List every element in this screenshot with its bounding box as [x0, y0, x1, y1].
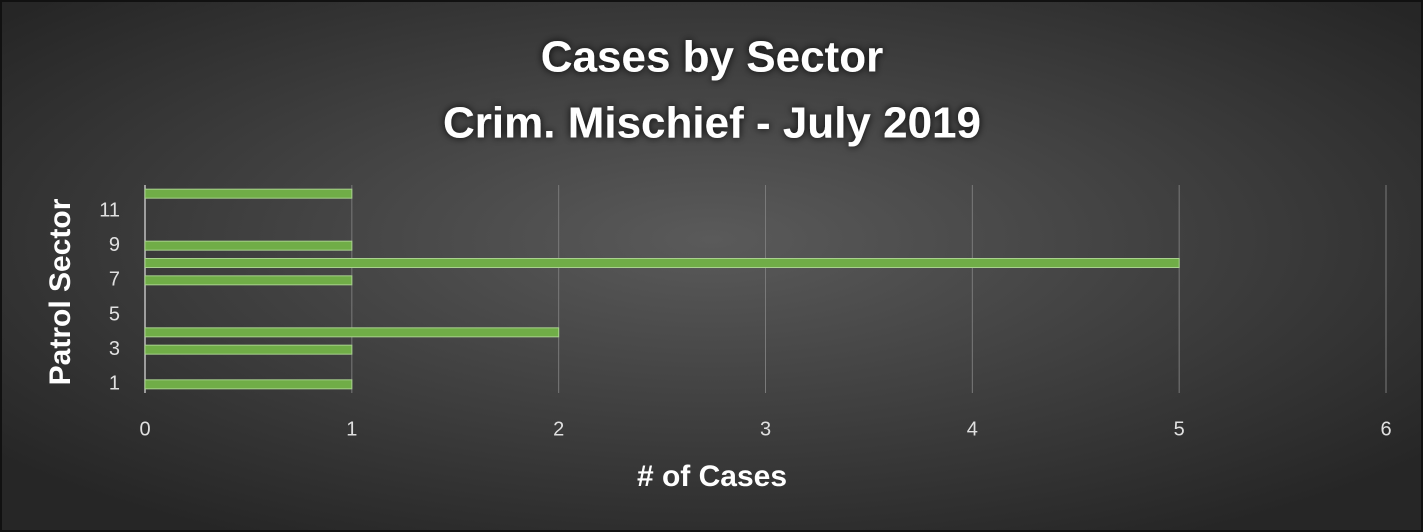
x-tick-label: 1 [346, 418, 357, 440]
x-tick-label: 3 [760, 418, 771, 440]
y-tick-label: 5 [109, 303, 120, 325]
bar [144, 258, 1180, 268]
y-tick-label: 7 [109, 269, 120, 291]
y-tick-label: 11 [99, 199, 120, 221]
y-tick-label: 9 [109, 234, 120, 256]
bar [144, 188, 353, 199]
x-tick-label: 5 [1174, 418, 1185, 440]
bar [144, 344, 353, 355]
chart-title: Cases by Sector [541, 33, 883, 82]
y-tick-label: 1 [109, 373, 120, 395]
bar [144, 240, 353, 251]
x-tick-label: 6 [1380, 418, 1391, 440]
x-axis-title: # of Cases [637, 460, 787, 493]
x-tick-label: 0 [139, 418, 150, 440]
x-tick-label: 2 [553, 418, 564, 440]
y-axis-title: Patrol Sector [44, 198, 77, 385]
chart-title: Crim. Mischief - July 2019 [443, 99, 981, 148]
y-tick-label: 3 [109, 338, 120, 360]
bar [144, 327, 560, 338]
bar [144, 379, 353, 390]
bar [144, 275, 353, 286]
x-tick-label: 4 [967, 418, 978, 440]
